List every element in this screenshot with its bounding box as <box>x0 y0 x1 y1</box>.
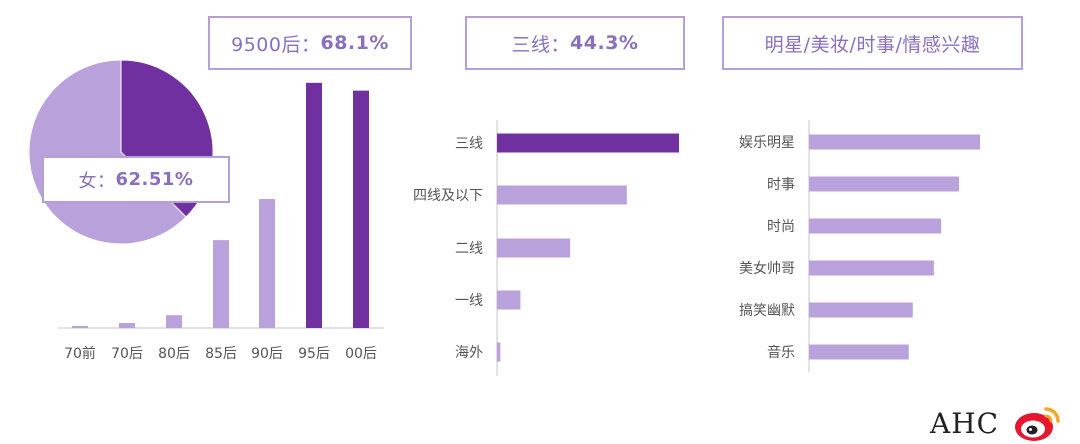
city-tick-label-0: 三线 <box>455 136 483 152</box>
interest-bar-2 <box>809 218 942 234</box>
age-tick-label-4: 90后 <box>251 346 283 362</box>
city-bar-3 <box>497 290 521 310</box>
interest-callout: 明星/美妆/时事/情感兴趣 <box>722 16 1023 70</box>
interest-bar-3 <box>809 260 934 276</box>
interest-tick-label-1: 时事 <box>767 177 795 193</box>
interest-tick-label-3: 美女帅哥 <box>739 260 795 277</box>
city-bar-1 <box>497 185 627 205</box>
age-tick-label-6: 00后 <box>345 346 377 362</box>
city-tier-callout: 三线： 44.3% <box>465 16 685 70</box>
age-tick-label-2: 80后 <box>158 346 190 362</box>
city-tick-label-2: 二线 <box>455 241 483 257</box>
age-bar-5 <box>306 82 322 328</box>
interest-bar-0 <box>809 134 980 150</box>
gender-callout-label: 女： <box>78 170 116 192</box>
city-bar-0 <box>497 133 679 153</box>
interest-bar-5 <box>809 344 909 360</box>
age-tick-label-5: 95后 <box>298 346 330 362</box>
interest-tick-label-2: 时尚 <box>767 219 795 235</box>
gender-callout-value: 62.51% <box>115 169 194 190</box>
age-bar-3 <box>213 240 229 328</box>
city-tier-callout-label: 三线： <box>511 33 571 56</box>
age-callout-label: 9500后： <box>231 33 321 56</box>
age-bar-4 <box>259 199 275 328</box>
city-tick-label-4: 海外 <box>455 345 483 361</box>
city-bar-2 <box>497 238 571 258</box>
age-bar-0 <box>72 325 88 328</box>
age-tick-label-1: 70后 <box>111 346 143 362</box>
age-callout-value: 68.1% <box>320 32 389 54</box>
interest-bar-1 <box>809 176 959 192</box>
interest-bar-4 <box>809 302 913 318</box>
age-tick-label-3: 85后 <box>205 346 237 362</box>
city-bar-4 <box>497 342 501 362</box>
ahc-logo: AHC <box>930 407 1000 440</box>
interest-tick-label-4: 搞笑幽默 <box>739 303 795 319</box>
city-tier-callout-value: 44.3% <box>570 32 639 54</box>
age-tick-label-0: 70前 <box>64 345 96 362</box>
interest-tick-label-0: 娱乐明星 <box>739 135 795 151</box>
age-bar-6 <box>353 90 369 328</box>
interest-callout-label: 明星/美妆/时事/情感兴趣 <box>764 33 981 56</box>
weibo-icon <box>1015 407 1060 441</box>
city-tick-label-3: 一线 <box>455 293 483 309</box>
age-bar-1 <box>119 323 135 328</box>
interest-tick-label-5: 音乐 <box>767 344 795 361</box>
city-tick-label-1: 四线及以下 <box>413 188 483 204</box>
gender-callout: 女： 62.51% <box>42 156 230 203</box>
age-callout: 9500后： 68.1% <box>208 16 412 70</box>
age-bar-2 <box>166 315 182 328</box>
